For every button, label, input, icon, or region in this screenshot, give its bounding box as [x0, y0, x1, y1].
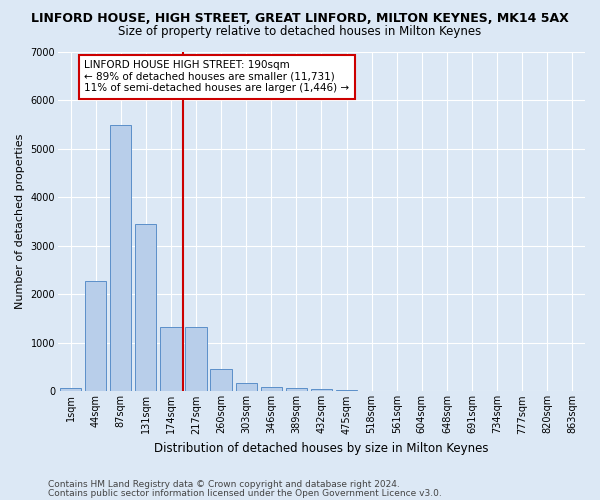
X-axis label: Distribution of detached houses by size in Milton Keynes: Distribution of detached houses by size … — [154, 442, 489, 455]
Bar — [211, 369, 232, 392]
Bar — [135, 224, 157, 392]
Bar — [311, 389, 332, 392]
Y-axis label: Number of detached properties: Number of detached properties — [15, 134, 25, 309]
Bar — [336, 390, 357, 392]
Text: LINFORD HOUSE, HIGH STREET, GREAT LINFORD, MILTON KEYNES, MK14 5AX: LINFORD HOUSE, HIGH STREET, GREAT LINFOR… — [31, 12, 569, 26]
Text: Size of property relative to detached houses in Milton Keynes: Size of property relative to detached ho… — [118, 25, 482, 38]
Bar — [185, 328, 206, 392]
Text: Contains HM Land Registry data © Crown copyright and database right 2024.: Contains HM Land Registry data © Crown c… — [48, 480, 400, 489]
Text: Contains public sector information licensed under the Open Government Licence v3: Contains public sector information licen… — [48, 488, 442, 498]
Bar — [160, 328, 182, 392]
Bar — [110, 126, 131, 392]
Bar — [60, 388, 81, 392]
Bar — [85, 280, 106, 392]
Bar — [236, 383, 257, 392]
Text: LINFORD HOUSE HIGH STREET: 190sqm
← 89% of detached houses are smaller (11,731)
: LINFORD HOUSE HIGH STREET: 190sqm ← 89% … — [85, 60, 349, 94]
Bar — [260, 387, 282, 392]
Bar — [286, 388, 307, 392]
